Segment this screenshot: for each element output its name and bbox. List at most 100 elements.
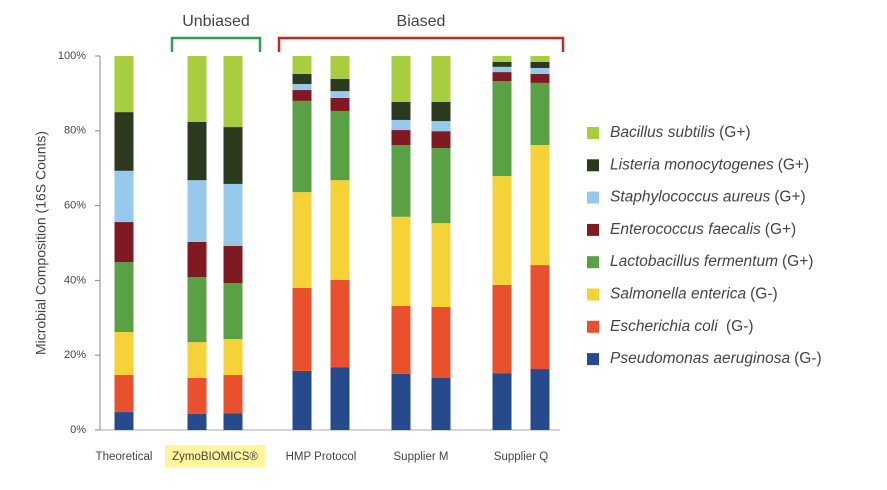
- bar-segment: [530, 61, 550, 68]
- bar-segment: [431, 131, 451, 149]
- bar-segment: [187, 277, 207, 343]
- x-tick-label: Supplier M: [394, 451, 449, 463]
- bar-segment: [330, 97, 350, 111]
- legend-species: Salmonella enterica: [610, 286, 747, 303]
- legend-label: Staphylococcus aureus (G+): [610, 189, 806, 206]
- bar-segment: [114, 170, 134, 223]
- bar-segment: [530, 265, 550, 370]
- legend-species: Lactobacillus fermentum: [610, 253, 778, 270]
- bar-segment: [292, 90, 312, 101]
- bar-segment: [187, 378, 207, 414]
- legend-species: Bacillus subtilis: [610, 124, 715, 141]
- legend-gram: (G-): [722, 318, 754, 335]
- legend-swatch: [587, 320, 599, 333]
- bar-segment: [530, 82, 550, 146]
- legend-label: Enterococcus faecalis (G+): [610, 221, 796, 238]
- legend-gram: (G-): [750, 286, 778, 303]
- bar-segment: [391, 145, 411, 217]
- y-axis-label: Microbial Composition (16S Counts): [33, 131, 49, 355]
- bar-segment: [187, 56, 207, 122]
- bracket-label: Unbiased: [182, 13, 250, 30]
- legend-swatch: [587, 127, 599, 139]
- y-tick-label: 80%: [64, 125, 86, 137]
- bar-segment: [292, 370, 312, 430]
- bar-segment: [187, 413, 207, 430]
- legend-species: Listeria monocytogenes: [610, 156, 774, 173]
- legend-species: Escherichia coli: [610, 318, 718, 335]
- bar-segment: [391, 130, 411, 146]
- bar-segment: [391, 119, 411, 131]
- bar-segment: [223, 375, 243, 414]
- legend-label: Escherichia coli (G-): [610, 318, 754, 335]
- bar-segment: [114, 262, 134, 333]
- legend-swatch: [587, 223, 599, 236]
- bracket: [170, 36, 262, 52]
- legend-label: Lactobacillus fermentum (G+): [610, 253, 813, 270]
- bar-segment: [114, 222, 134, 263]
- bar-segment: [114, 112, 134, 171]
- legend-swatch: [587, 353, 599, 366]
- bar-segment: [530, 73, 550, 83]
- bar-segment: [492, 81, 512, 177]
- bar-segment: [391, 102, 411, 120]
- legend-gram: (G+): [719, 124, 750, 141]
- bar-segment: [431, 102, 451, 122]
- bar-segment: [223, 183, 243, 246]
- y-tick-label: 40%: [64, 274, 86, 286]
- bar-segment: [530, 145, 550, 266]
- bar-segment: [292, 192, 312, 288]
- bar-segment: [114, 56, 134, 113]
- bar-segment: [114, 332, 134, 376]
- bar-segment: [391, 216, 411, 306]
- bar-segment: [292, 100, 312, 193]
- bar-segment: [187, 121, 207, 181]
- bar-segment: [330, 180, 350, 281]
- bar-segment: [330, 78, 350, 92]
- bar-segment: [114, 375, 134, 413]
- legend-species: Pseudomonas aeruginosa: [610, 350, 790, 367]
- bar-segment: [330, 56, 350, 79]
- legend-swatch: [587, 288, 599, 301]
- bar-segment: [391, 305, 411, 374]
- legend-gram: (G+): [774, 189, 805, 206]
- legend-gram: (G+): [765, 221, 796, 238]
- bar-segment: [114, 412, 134, 430]
- bar-segment: [492, 72, 512, 82]
- bar-segment: [530, 56, 550, 62]
- x-tick-label: ZymoBIOMICS®: [172, 451, 258, 463]
- bar-segment: [431, 378, 451, 430]
- bar-segment: [431, 56, 451, 103]
- y-tick-label: 20%: [64, 349, 86, 361]
- bar-segment: [431, 223, 451, 307]
- bar-segment: [530, 67, 550, 74]
- x-tick-label: Supplier Q: [494, 451, 548, 463]
- legend-label: Listeria monocytogenes (G+): [610, 156, 809, 173]
- bar-segment: [187, 241, 207, 278]
- bar-segment: [492, 373, 512, 430]
- bar-segment: [223, 413, 243, 430]
- bar-segment: [431, 306, 451, 379]
- bar-segment: [391, 56, 411, 103]
- y-tick-label: 60%: [64, 200, 86, 212]
- bar-segment: [292, 56, 312, 74]
- bar-segment: [292, 84, 312, 91]
- legend-label: Pseudomonas aeruginosa (G-): [610, 350, 822, 367]
- bar-segment: [292, 73, 312, 85]
- bar-segment: [187, 342, 207, 379]
- bar-segment: [330, 280, 350, 368]
- y-tick-label: 100%: [58, 50, 86, 62]
- legend-swatch: [587, 191, 599, 204]
- bar-segment: [530, 369, 550, 430]
- bar-segment: [292, 287, 312, 371]
- legend-swatch: [587, 159, 599, 172]
- legend-species: Staphylococcus aureus: [610, 189, 771, 206]
- legend-label: Salmonella enterica (G-): [610, 286, 778, 303]
- bar-segment: [223, 283, 243, 340]
- bar-segment: [223, 245, 243, 284]
- bar-segment: [223, 339, 243, 376]
- bar-segment: [223, 56, 243, 128]
- bar-segment: [223, 127, 243, 184]
- bar-segment: [492, 284, 512, 374]
- bar-segment: [330, 367, 350, 430]
- bar-segment: [431, 121, 451, 132]
